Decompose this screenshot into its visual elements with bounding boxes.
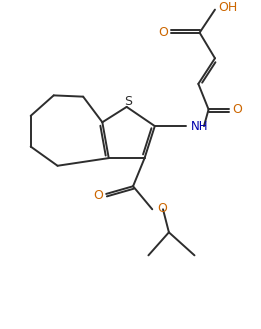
Text: O: O (158, 26, 168, 39)
Text: NH: NH (191, 120, 209, 133)
Text: O: O (93, 189, 103, 202)
Text: S: S (124, 95, 132, 108)
Text: OH: OH (218, 1, 237, 14)
Text: O: O (232, 103, 242, 116)
Text: O: O (157, 201, 167, 215)
